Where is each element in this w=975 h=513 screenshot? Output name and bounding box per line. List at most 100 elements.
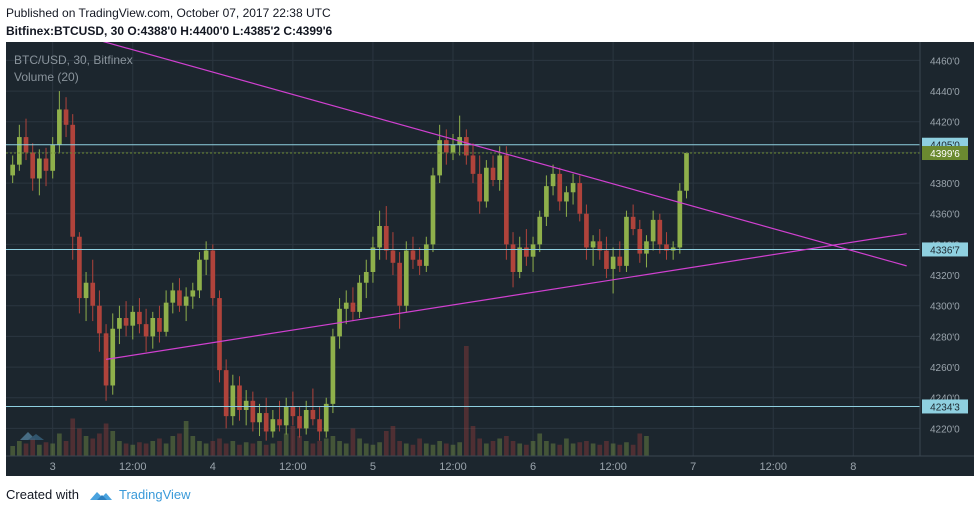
time-tick-label: 12:00 xyxy=(279,461,307,473)
candle-body xyxy=(270,419,276,432)
candle-body xyxy=(537,216,543,245)
candle-body xyxy=(297,416,302,429)
volume-bar xyxy=(457,442,462,456)
candle-body xyxy=(190,290,196,297)
candle-body xyxy=(590,241,596,248)
volume-bar xyxy=(310,443,316,456)
candle-body xyxy=(577,183,583,214)
candle-body xyxy=(410,250,416,260)
volume-bar xyxy=(383,431,389,456)
candle-body xyxy=(277,419,282,426)
volume-bar xyxy=(77,428,82,456)
volume-bar xyxy=(350,428,356,456)
candle-body xyxy=(390,250,396,263)
candle-body xyxy=(263,413,269,432)
candle-body xyxy=(363,272,369,283)
time-tick-label: 8 xyxy=(850,461,856,473)
volume-bar xyxy=(223,443,229,456)
volume-bar xyxy=(437,441,442,456)
candles xyxy=(10,91,689,441)
volume-bar xyxy=(203,443,209,456)
candle-body xyxy=(343,302,349,309)
candle-body xyxy=(597,241,603,251)
price-tick-label: 4360'0 xyxy=(930,210,960,221)
tradingview-link[interactable]: TradingView xyxy=(118,487,191,502)
volume-bar xyxy=(490,441,496,456)
volume-bar xyxy=(117,441,122,456)
trendline xyxy=(105,233,907,360)
volume-bar xyxy=(217,438,222,456)
candle-body xyxy=(470,155,476,174)
volume-bar xyxy=(484,443,489,456)
candle-body xyxy=(684,153,689,191)
candle-body xyxy=(630,216,636,230)
volume-bar xyxy=(550,443,556,456)
candle-body xyxy=(83,282,89,299)
volume-bar xyxy=(370,444,376,456)
volume-bar xyxy=(143,443,149,456)
candle-body xyxy=(437,140,442,176)
candle-body xyxy=(564,192,569,202)
time-tick-label: 12:00 xyxy=(119,461,147,473)
candle-body xyxy=(210,250,216,299)
candle-body xyxy=(30,152,36,179)
volume-bar xyxy=(470,426,476,456)
price-tick-label: 4260'0 xyxy=(930,363,960,374)
candle-body xyxy=(183,296,189,306)
volume-bar xyxy=(330,436,336,456)
volume-bar xyxy=(477,438,483,456)
trendlines xyxy=(99,39,907,360)
volume-bar xyxy=(610,443,616,456)
symbol-ohlc-line: Bitfinex:BTCUSD, 30 O:4388'0 H:4400'0 L:… xyxy=(6,24,333,38)
candlestick-chart[interactable]: 4460'04440'04420'04400'04380'04360'04340… xyxy=(6,39,974,476)
volume-bar xyxy=(537,433,543,456)
volume-bar xyxy=(524,444,529,456)
candle-body xyxy=(510,244,516,272)
volume-bar xyxy=(564,438,569,456)
volume-bar xyxy=(530,441,536,456)
candle-body xyxy=(110,328,116,386)
candle-body xyxy=(570,183,576,193)
candle-body xyxy=(617,256,623,266)
volume-bar xyxy=(504,436,509,456)
candle-body xyxy=(223,370,229,417)
volume-bar xyxy=(617,444,623,456)
level-price-tag: 4234'3 xyxy=(930,402,960,413)
candle-body xyxy=(417,259,422,266)
volume-bars xyxy=(10,346,649,456)
volume-bar xyxy=(357,438,362,456)
price-tick-label: 4320'0 xyxy=(930,271,960,282)
candle-body xyxy=(397,262,402,306)
volume-bar xyxy=(644,436,649,456)
price-tick-label: 4460'0 xyxy=(930,56,960,67)
candle-body xyxy=(377,226,382,248)
volume-bar xyxy=(157,438,162,456)
candle-body xyxy=(217,298,222,371)
candle-body xyxy=(117,318,122,329)
price-tick-label: 4420'0 xyxy=(930,118,960,129)
candle-body xyxy=(430,175,436,245)
candle-body xyxy=(584,213,589,248)
volume-bar xyxy=(43,442,49,456)
candle-body xyxy=(90,282,96,306)
candle-body xyxy=(450,144,456,153)
publish-header: Published on TradingView.com, October 07… xyxy=(6,4,332,40)
volume-bar xyxy=(263,444,269,456)
volume-bar xyxy=(544,441,549,456)
volume-bar xyxy=(183,421,189,456)
candle-body xyxy=(403,250,409,306)
candle-body xyxy=(423,244,429,266)
candle-body xyxy=(197,259,202,291)
volume-bar xyxy=(90,438,96,456)
candle-body xyxy=(550,173,556,187)
volume-bar xyxy=(377,442,382,456)
candle-body xyxy=(557,173,563,202)
chart-area[interactable]: 4460'04440'04420'04400'04380'04360'04340… xyxy=(6,39,974,476)
trendline xyxy=(99,39,907,267)
time-axis[interactable] xyxy=(6,456,974,476)
candle-body xyxy=(57,109,62,145)
candle-body xyxy=(677,190,683,248)
volume-bar xyxy=(464,346,469,456)
time-tick-label: 7 xyxy=(690,461,696,473)
